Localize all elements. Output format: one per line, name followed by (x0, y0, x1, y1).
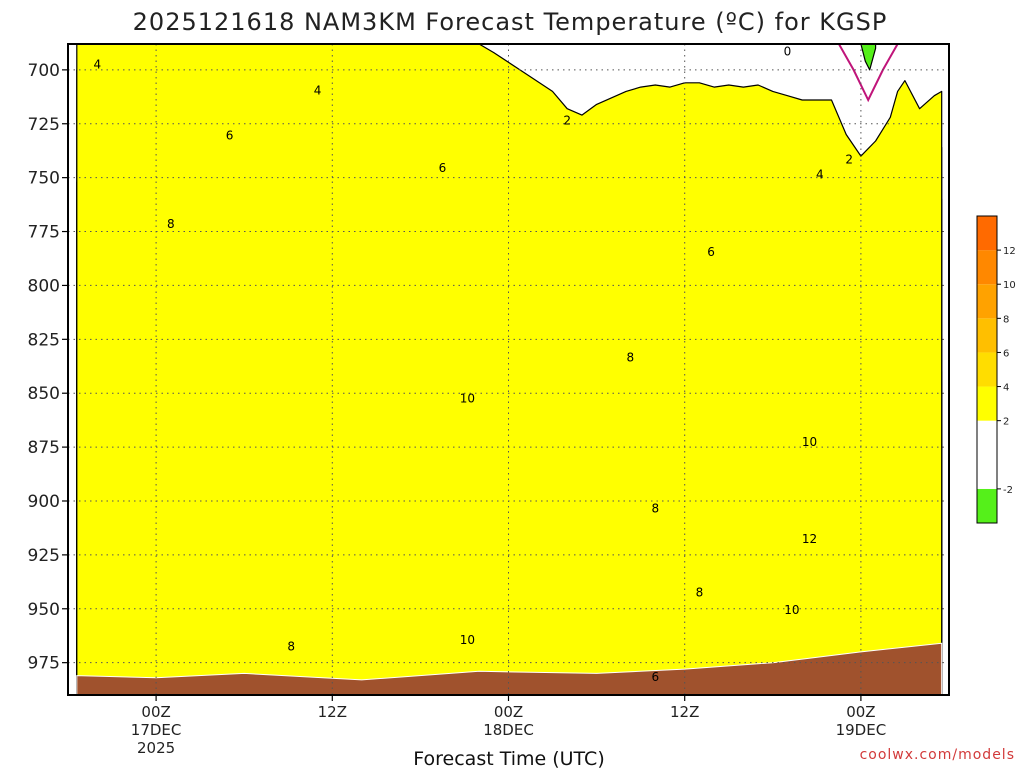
xtick-label-1-0: 12Z (318, 703, 347, 721)
colorbar-swatch-3 (977, 386, 997, 421)
ytick-label-950: 950 (28, 600, 60, 620)
colorbar-label-4: 4 (1003, 383, 1009, 394)
colorbar-swatch-5 (977, 318, 997, 353)
ytick-label-875: 875 (28, 438, 60, 458)
contour-label-13: 8 (287, 640, 295, 654)
colorbar-swatch-6 (977, 284, 997, 319)
contour-label-16: 10 (784, 603, 799, 617)
credit-text: coolwx.com/models (860, 747, 1015, 763)
colorbar: 12 10 8 6 4 2 -2 (976, 215, 1016, 524)
ytick-label-975: 975 (28, 654, 60, 674)
ytick-label-925: 925 (28, 546, 60, 566)
colorbar-swatch-4 (977, 352, 997, 387)
colorbar-swatch-2 (977, 420, 997, 455)
freezing-line (838, 44, 899, 103)
gridlines (68, 44, 949, 695)
x-axis-label: Forecast Time (UTC) (413, 748, 604, 768)
ytick-label-800: 800 (28, 276, 60, 296)
colorbar-frame (976, 215, 998, 524)
colorbar-swatch-1 (977, 454, 997, 489)
colorbar-swatch-8 (977, 216, 997, 251)
ytick-label-900: 900 (28, 492, 60, 512)
contour-label-0: 4 (94, 58, 102, 72)
contour-labels: 4 4 2 0 2 4 6 6 6 8 8 8 8 8 10 10 10 10 12 6 (94, 45, 853, 684)
xtick-label-2-0: 00Z (494, 703, 523, 721)
xtick-label-0-2: 2025 (137, 739, 175, 757)
colorbar-swatch-0 (977, 488, 997, 523)
ytick-label-725: 725 (28, 115, 60, 135)
contour-label-4: 2 (845, 152, 853, 166)
ytick-label-825: 825 (28, 330, 60, 350)
contour-label-10: 8 (627, 351, 635, 365)
ytick-label-850: 850 (28, 384, 60, 404)
contour-label-2: 2 (563, 114, 571, 128)
colorbar-label-6: -2 (1003, 485, 1013, 496)
ytick-label-750: 750 (28, 169, 60, 189)
colorbar-swatch-7 (977, 250, 997, 285)
contour-label-15: 10 (802, 435, 817, 449)
colorbar-label-3: 6 (1003, 348, 1009, 359)
contour-label-7: 6 (439, 161, 447, 175)
contour-label-12: 8 (696, 586, 704, 600)
contour-label-5: 4 (816, 167, 824, 181)
xtick-label-2-1: 18DEC (483, 721, 534, 739)
contour-label-9: 8 (167, 217, 175, 231)
contour-label-8: 6 (707, 245, 715, 259)
colorbar-label-1: 10 (1003, 280, 1016, 291)
colorbar-label-0: 12 (1003, 246, 1016, 257)
contour-label-11: 8 (652, 502, 660, 516)
ytick-label-700: 700 (28, 61, 60, 81)
colorbar-label-5: 2 (1003, 417, 1009, 428)
ytick-label-775: 775 (28, 223, 60, 243)
plot-area (68, 44, 949, 695)
chart-title: 2025121618 NAM3KM Forecast Temperature (… (133, 8, 888, 36)
xtick-label-3-0: 12Z (670, 703, 699, 721)
temperature-band-minus2-8 (860, 44, 877, 71)
contour-label-14: 10 (460, 392, 475, 406)
contour-label-18: 12 (802, 532, 817, 546)
y-axis: 700 725 750 775 800 825 850 875 900 925 950 975 (28, 61, 68, 674)
contour-label-3: 0 (784, 45, 792, 59)
contour-label-17: 10 (460, 633, 475, 647)
contour-label-19: 6 (652, 670, 660, 684)
xtick-label-4-0: 00Z (846, 703, 875, 721)
contour-label-1: 4 (314, 83, 322, 97)
temperature-band-2-6 (76, 44, 943, 695)
xtick-label-0-1: 17DEC (131, 721, 182, 739)
xtick-label-4-1: 19DEC (836, 721, 887, 739)
xtick-label-0-0: 00Z (141, 703, 170, 721)
colorbar-label-2: 8 (1003, 314, 1009, 325)
contour-label-6: 6 (226, 129, 234, 143)
